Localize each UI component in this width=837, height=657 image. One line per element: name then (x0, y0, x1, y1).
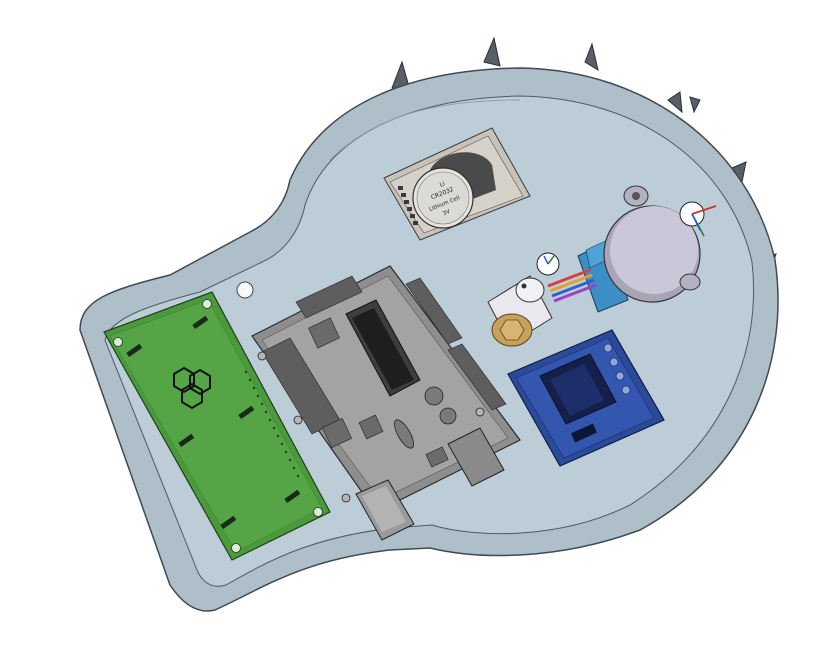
board-capacitors (394, 386, 457, 449)
small-coordinate-triad-icon (536, 252, 560, 276)
main-controller-board[interactable] (251, 265, 521, 541)
rtc-header-pins (398, 186, 418, 225)
coordinate-triad-icon (679, 201, 717, 237)
stepper-motor-assembly[interactable] (487, 185, 701, 347)
green-pcb[interactable] (103, 291, 331, 561)
board-mount-screws (257, 351, 485, 503)
coin-cell-line-4: 3V (442, 209, 451, 217)
board-headers (261, 275, 507, 435)
coin-cell-holder (412, 152, 496, 229)
pcb-mounting-holes (113, 299, 323, 553)
pcb-pads (126, 315, 301, 530)
motor-wires (547, 268, 597, 303)
shaft-coupler (487, 275, 553, 347)
blue-driver-pcb[interactable] (507, 329, 665, 467)
board-socket (345, 299, 421, 397)
coin-cell-line-1: Li (439, 180, 447, 188)
driver-led-column (603, 343, 631, 395)
rtc-module[interactable]: Li CR2032 Lithium Cell 3V (383, 127, 531, 241)
power-jack (447, 427, 505, 487)
driver-pin-header (571, 423, 597, 443)
pcb-header-row (244, 370, 300, 478)
motor-can (603, 185, 701, 303)
board-jumpers (308, 317, 449, 468)
driver-ic (539, 353, 617, 425)
hexagon-trefoil-logo-icon (173, 366, 211, 410)
usb-port (355, 479, 415, 541)
